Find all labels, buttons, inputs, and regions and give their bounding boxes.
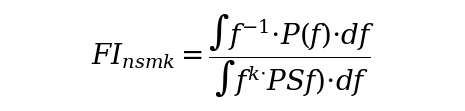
Text: $\mathit{FI}_{nsmk} = \dfrac{\int f^{-1}{\cdot}P(f){\cdot}df}{\int f^{k{\cdot}}P: $\mathit{FI}_{nsmk} = \dfrac{\int f^{-1}… — [91, 12, 374, 99]
